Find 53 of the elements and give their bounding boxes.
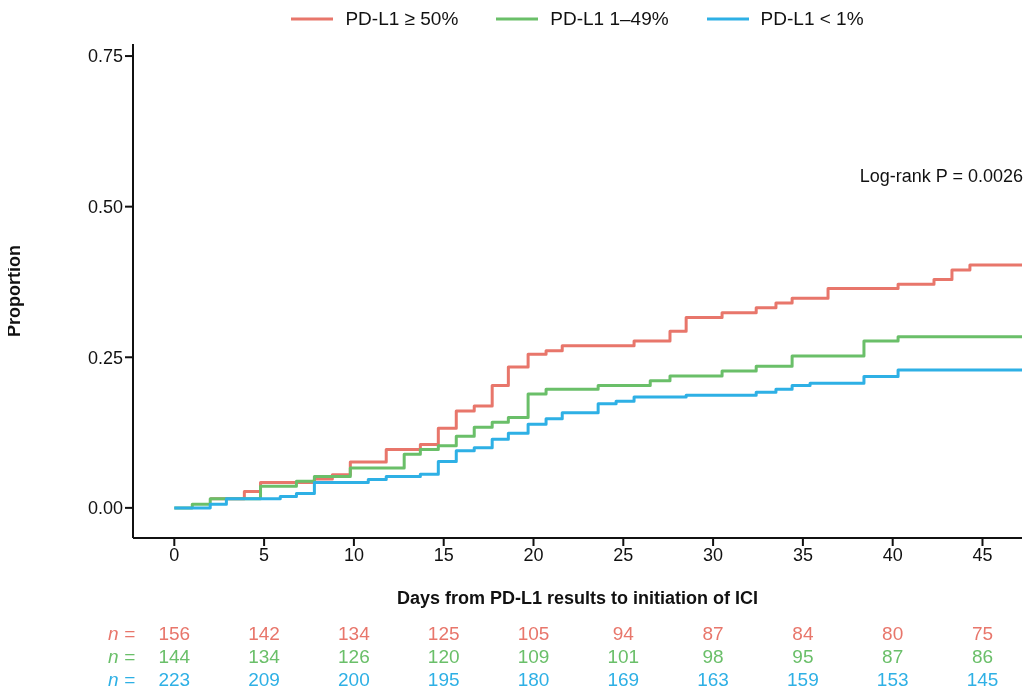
x-tick-label: 5: [259, 544, 270, 565]
text: 223: [157, 669, 192, 691]
text: 134: [247, 646, 281, 668]
legend-label: PD-L1 < 1%: [759, 8, 864, 30]
text: 169: [606, 669, 641, 691]
x-tick-label: 15: [433, 544, 454, 565]
text: 125: [426, 623, 461, 645]
text: 209: [247, 669, 281, 691]
text: 195: [426, 669, 461, 691]
text: 126: [337, 646, 371, 668]
text: 144: [157, 646, 192, 668]
text: 120: [426, 646, 461, 668]
text: 84: [791, 623, 815, 645]
x-tick-label: 35: [792, 544, 813, 565]
text: 159: [786, 669, 820, 691]
x-tick-label: 0: [169, 544, 180, 565]
text: 145: [965, 669, 1000, 691]
text: 87: [881, 646, 905, 668]
text: 109: [516, 646, 551, 668]
text: n =: [108, 669, 135, 691]
y-tick-label: 0.50: [87, 197, 123, 218]
text: 80: [881, 623, 905, 645]
text: 142: [247, 623, 281, 645]
legend-label: PD-L1 1–49%: [549, 8, 669, 30]
text: 134: [337, 623, 371, 645]
x-tick-label: 10: [343, 544, 364, 565]
x-tick-label: 40: [882, 544, 903, 565]
text: 95: [791, 646, 815, 668]
text: 98: [701, 646, 725, 668]
text: n =: [108, 646, 135, 668]
text: 153: [875, 669, 910, 691]
x-tick-label: 45: [972, 544, 993, 565]
text: 101: [606, 646, 641, 668]
annotation: Log-rank P = 0.0026: [859, 166, 1023, 187]
x-tick-label: 25: [613, 544, 634, 565]
text: 200: [337, 669, 371, 691]
text: 94: [611, 623, 635, 645]
x-tick-label: 20: [523, 544, 544, 565]
text: 105: [516, 623, 551, 645]
text: 75: [970, 623, 995, 645]
text: 156: [157, 623, 192, 645]
text: 180: [516, 669, 551, 691]
text: n =: [108, 623, 135, 645]
x-axis-title: Days from PD-L1 results to initiation of ICI: [396, 588, 759, 608]
x-tick-label: 30: [703, 544, 724, 565]
y-tick-label: 0.00: [87, 498, 123, 519]
text: 87: [701, 623, 725, 645]
y-axis-title: Proportion: [4, 245, 25, 337]
y-tick-label: 0.75: [87, 46, 123, 67]
text: 86: [970, 646, 995, 668]
y-tick-label: 0.25: [87, 347, 123, 368]
legend-label: PD-L1 ≥ 50%: [344, 8, 459, 30]
text: 163: [696, 669, 730, 691]
